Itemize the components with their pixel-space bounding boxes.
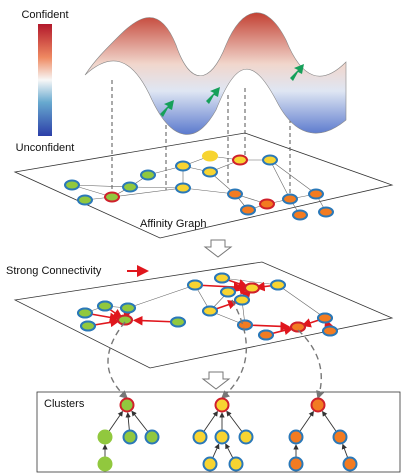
tree-node	[119, 397, 135, 413]
graph-label: Affinity Graph	[140, 218, 206, 230]
colorbar-top-label: Confident	[21, 9, 68, 21]
node	[244, 282, 260, 294]
node	[262, 154, 278, 166]
tree-node	[332, 429, 348, 445]
node	[64, 179, 80, 191]
tree-edge	[125, 412, 131, 431]
node	[270, 279, 286, 291]
tree-edge	[212, 443, 220, 458]
tree-edge	[341, 443, 348, 458]
tree-edge	[322, 410, 337, 432]
tree-edge	[299, 410, 314, 432]
graph-edge	[111, 187, 184, 198]
node	[259, 198, 275, 210]
node	[322, 325, 338, 337]
node	[175, 182, 191, 194]
graph-edge	[127, 284, 196, 309]
tree-node	[214, 397, 230, 413]
tree-edge	[203, 410, 218, 432]
node	[237, 319, 253, 331]
node	[77, 307, 93, 319]
tree-node	[288, 456, 304, 472]
node	[80, 320, 96, 332]
node	[232, 154, 248, 166]
node	[240, 204, 256, 216]
node	[202, 166, 218, 178]
node	[220, 286, 236, 298]
down-arrow	[201, 371, 231, 390]
graph-edge	[182, 187, 236, 195]
graph-edge	[269, 159, 291, 200]
node	[170, 316, 186, 328]
cluster-link	[297, 329, 325, 400]
node	[97, 300, 113, 312]
node	[317, 312, 333, 324]
graph-edge	[221, 277, 279, 286]
tree-node	[342, 456, 358, 472]
node	[308, 188, 324, 200]
tree-node	[228, 456, 244, 472]
tree-node	[202, 456, 218, 472]
node	[122, 181, 138, 193]
node	[258, 329, 274, 341]
graph-plane	[13, 132, 394, 239]
tree-node	[310, 397, 326, 413]
tree-edge	[131, 410, 149, 432]
tree-node	[288, 429, 304, 445]
tree-node	[97, 456, 113, 472]
node	[117, 314, 133, 326]
node	[290, 321, 306, 333]
tree-node	[238, 429, 254, 445]
down-arrow	[203, 239, 233, 258]
node	[120, 302, 136, 314]
node	[140, 169, 156, 181]
graph-edge	[71, 184, 131, 188]
ascent-arrow	[290, 64, 304, 81]
tree-edge	[108, 410, 123, 432]
node	[318, 206, 334, 218]
colorbar	[38, 24, 52, 136]
tree-node	[144, 429, 160, 445]
clusters-title: Clusters	[44, 398, 85, 410]
node	[234, 294, 250, 306]
node	[104, 191, 120, 203]
node	[202, 305, 218, 317]
legend-label: Strong Connectivity	[6, 265, 102, 277]
node	[187, 279, 203, 291]
tree-node	[122, 429, 138, 445]
tree-edge	[225, 443, 234, 458]
ascent-arrow	[160, 100, 174, 117]
node	[175, 160, 191, 172]
cluster-link	[220, 299, 247, 399]
graph-edge	[277, 284, 326, 319]
node	[282, 193, 298, 205]
tree-node	[214, 429, 230, 445]
ascent-arrow	[206, 87, 220, 104]
colorbar-bottom-label: Unconfident	[16, 142, 75, 154]
confidence-surface	[84, 12, 347, 135]
cluster-link	[107, 321, 129, 399]
node	[77, 194, 93, 206]
node	[202, 150, 218, 162]
tree-node	[97, 429, 113, 445]
graph-edge	[129, 186, 184, 189]
node	[227, 188, 243, 200]
connectivity-plane	[13, 261, 394, 369]
graph-edge	[269, 159, 317, 195]
tree-node	[192, 429, 208, 445]
tree-edge	[226, 410, 243, 432]
node	[292, 209, 308, 221]
node	[214, 272, 230, 284]
